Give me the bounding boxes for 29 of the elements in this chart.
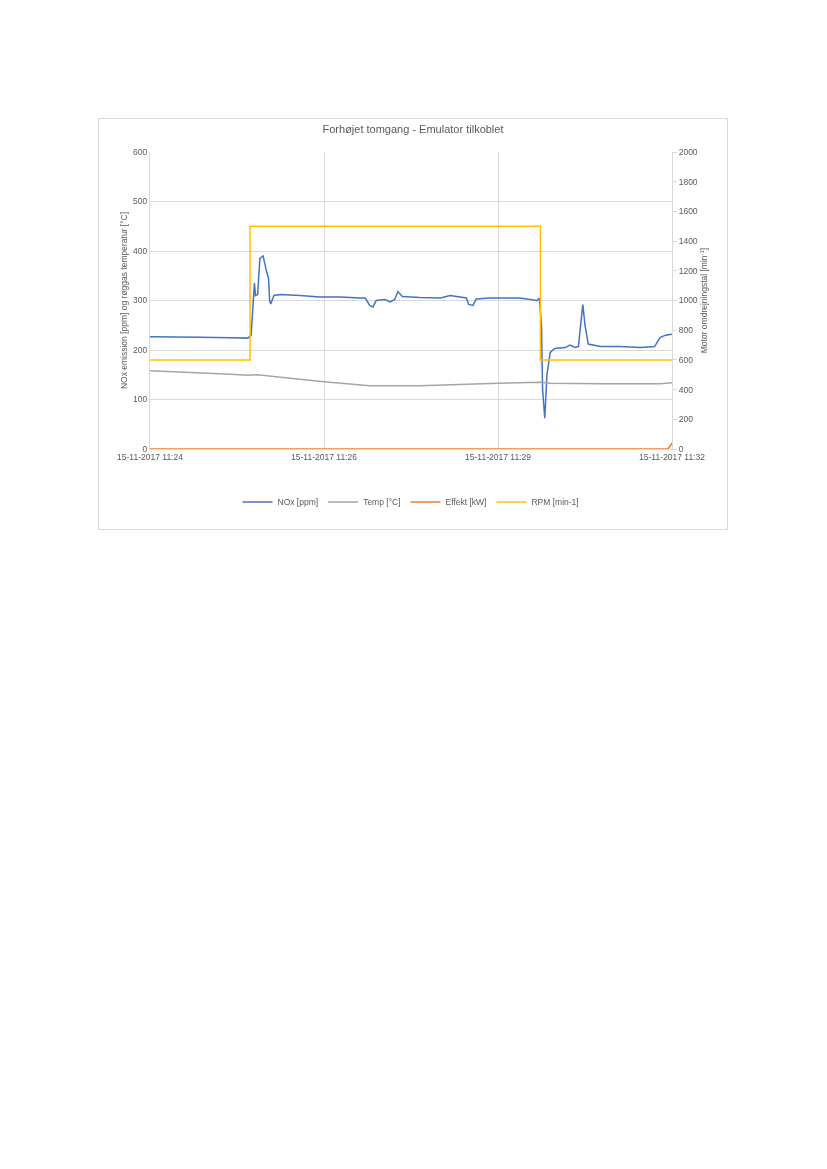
chart-title: Forhøjet tomgang - Emulator tilkoblet — [322, 122, 504, 135]
y-tick-label: 300 — [133, 295, 148, 306]
y2-tick-label: 1200 — [678, 265, 698, 276]
y-axis-title: NOx emission [ppm] og røggas temperatur [°C] — [118, 211, 129, 390]
x-tick-label: 15-11-2017 11:32 — [639, 452, 706, 463]
x-tick-label: 15-11-2017 11:26 — [291, 452, 358, 463]
legend-label: RPM [min-1] — [531, 497, 579, 508]
y2-tick-label: 200 — [678, 414, 694, 425]
y2-tick-label: 1400 — [678, 236, 698, 247]
y2-tick-label: 1000 — [678, 295, 698, 306]
y2-tick-label: 400 — [678, 384, 694, 395]
legend-label: Effekt [kW] — [445, 497, 487, 508]
y2-tick-label: 600 — [678, 354, 694, 365]
y-tick-label: 400 — [133, 245, 148, 256]
y2-tick-label: 800 — [678, 325, 694, 336]
y-tick-label: 0 — [142, 443, 148, 454]
y2-tick-label: 1800 — [678, 176, 698, 187]
y2-tick-label: 2000 — [678, 146, 698, 157]
y-tick-label: 600 — [133, 146, 148, 157]
legend-label: Temp [°C] — [363, 497, 401, 508]
line-series — [150, 370, 672, 387]
y-tick-label: 500 — [133, 196, 148, 207]
y-tick-label: 100 — [133, 394, 148, 405]
x-tick-label: 15-11-2017 11:29 — [465, 452, 532, 463]
y2-tick-label: 0 — [678, 443, 684, 454]
y2-tick-label: 1600 — [678, 206, 698, 217]
y-tick-label: 200 — [133, 344, 148, 355]
legend-label: NOx [ppm] — [277, 497, 319, 508]
x-tick-label: 15-11-2017 11:24 — [117, 452, 184, 463]
